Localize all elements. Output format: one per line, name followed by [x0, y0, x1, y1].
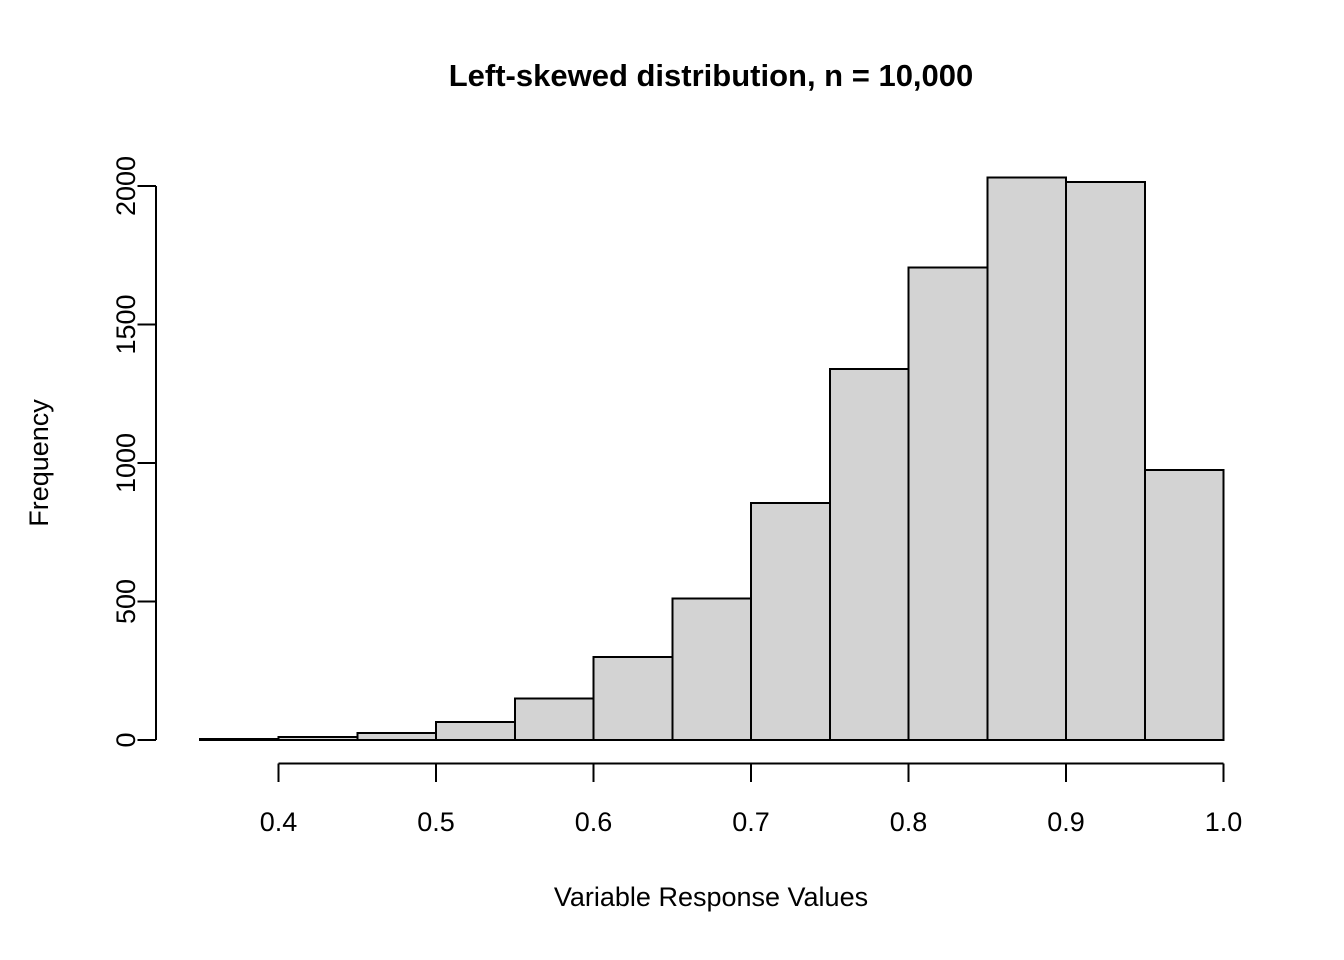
- histogram-bar: [671, 597, 752, 741]
- x-tick-label: 0.5: [417, 807, 455, 837]
- x-tick-label: 0.4: [260, 807, 298, 837]
- histogram-bar: [356, 732, 437, 742]
- x-tick-label: 0.6: [575, 807, 613, 837]
- y-tick-label: 500: [111, 579, 141, 624]
- y-axis: 0 500 1000 1500 2000: [111, 156, 157, 748]
- y-tick-label: 2000: [111, 156, 141, 216]
- histogram-bar: [750, 502, 831, 741]
- x-tick-label: 0.8: [890, 807, 928, 837]
- y-axis-label: Frequency: [24, 399, 54, 527]
- histogram-bar: [435, 721, 516, 741]
- histogram-bar: [513, 697, 595, 742]
- histogram-bar: [907, 266, 989, 741]
- x-axis-label: Variable Response Values: [554, 882, 868, 912]
- histogram-bar: [592, 655, 674, 742]
- chart-title: Left-skewed distribution, n = 10,000: [449, 58, 974, 93]
- histogram-bars: [198, 176, 1225, 742]
- histogram-bar: [1065, 180, 1146, 741]
- histogram-bar: [198, 738, 280, 741]
- x-tick-label: 1.0: [1205, 807, 1243, 837]
- histogram-bar: [1143, 468, 1225, 741]
- histogram-bar: [277, 736, 359, 741]
- x-tick-label: 0.7: [732, 807, 770, 837]
- y-tick-label: 1000: [111, 433, 141, 493]
- y-tick-label: 0: [111, 732, 141, 747]
- histogram-bar: [986, 176, 1067, 741]
- histogram-bar: [828, 367, 910, 741]
- x-tick-label: 0.9: [1047, 807, 1085, 837]
- y-tick-label: 1500: [111, 294, 141, 354]
- x-axis: 0.4 0.5 0.6 0.7 0.8 0.9 1.0: [260, 762, 1243, 837]
